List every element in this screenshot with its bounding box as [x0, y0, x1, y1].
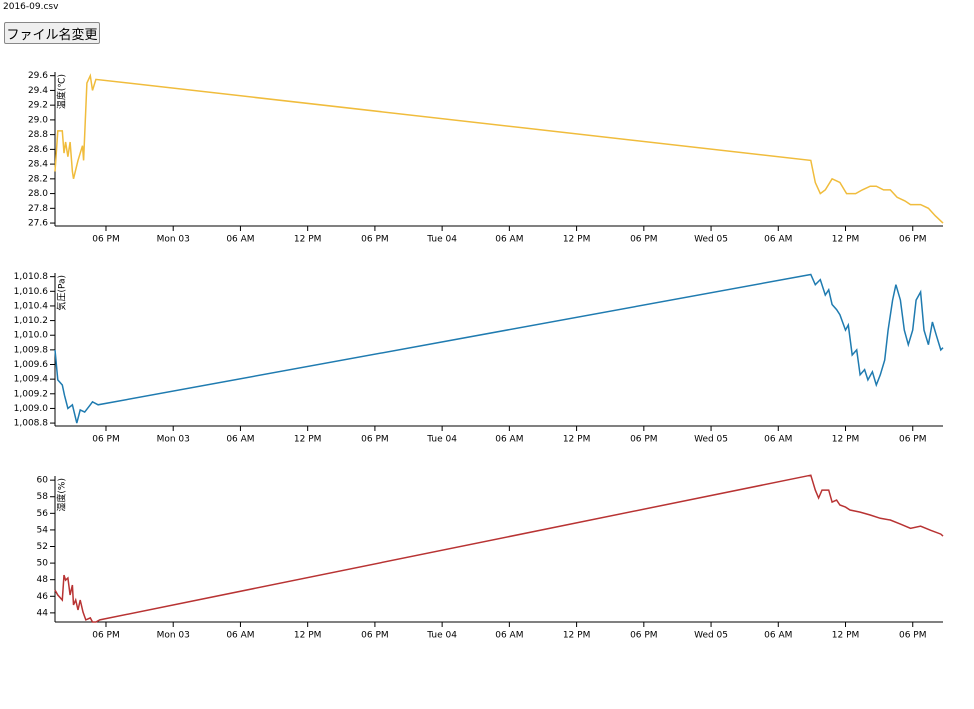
- x-tick-label: 06 PM: [361, 435, 389, 445]
- x-tick-label: 06 PM: [361, 235, 389, 245]
- x-tick-label: Wed 05: [694, 435, 728, 445]
- file-name: 2016-09.csv: [3, 2, 59, 12]
- x-tick-label: 12 PM: [832, 235, 860, 245]
- x-tick-label: Mon 03: [157, 435, 190, 445]
- y-tick-label: 28.4: [28, 160, 48, 170]
- y-tick-label: 56: [37, 509, 49, 519]
- x-tick-label: Tue 04: [426, 235, 457, 245]
- y-axis-label: 温度(℃): [56, 74, 68, 109]
- x-tick-label: Mon 03: [157, 235, 190, 245]
- y-tick-label: 28.8: [28, 130, 48, 140]
- y-tick-label: 1,009.6: [14, 360, 49, 370]
- y-tick-label: 1,009.0: [14, 404, 49, 414]
- y-tick-label: 29.2: [28, 101, 48, 111]
- y-tick-label: 50: [37, 559, 49, 569]
- y-tick-label: 28.0: [28, 189, 48, 199]
- x-tick-label: 06 AM: [495, 631, 523, 641]
- y-tick-label: 44: [37, 608, 49, 618]
- x-tick-label: 12 PM: [294, 235, 322, 245]
- x-tick-label: Tue 04: [426, 631, 457, 641]
- x-tick-label: 12 PM: [832, 631, 860, 641]
- x-tick-label: 12 PM: [563, 235, 591, 245]
- x-tick-label: 06 PM: [92, 631, 120, 641]
- x-tick-label: 12 PM: [294, 435, 322, 445]
- x-tick-label: 06 AM: [495, 235, 523, 245]
- y-tick-label: 1,009.8: [14, 345, 49, 355]
- x-tick-label: 06 AM: [495, 435, 523, 445]
- x-tick-label: 06 AM: [226, 235, 254, 245]
- y-tick-label: 1,010.0: [14, 331, 49, 341]
- x-tick-label: 12 PM: [563, 435, 591, 445]
- x-tick-label: 06 PM: [361, 631, 389, 641]
- y-axis-label: 気圧(Pa): [56, 275, 68, 311]
- data-line: [54, 474, 944, 623]
- y-tick-label: 1,010.4: [14, 301, 49, 311]
- y-axis-label: 湿度(%): [56, 478, 68, 512]
- x-tick-label: 06 PM: [630, 631, 658, 641]
- y-tick-label: 1,010.8: [14, 272, 49, 282]
- data-line: [54, 73, 944, 224]
- y-tick-label: 46: [37, 592, 49, 602]
- y-tick-label: 1,010.6: [14, 287, 49, 297]
- y-tick-label: 29.6: [28, 71, 48, 81]
- y-tick-label: 29.0: [28, 115, 48, 125]
- x-tick-label: 06 PM: [899, 235, 927, 245]
- x-tick-label: Tue 04: [426, 435, 457, 445]
- x-tick-label: 06 AM: [764, 435, 792, 445]
- y-tick-label: 1,009.4: [14, 375, 49, 385]
- y-tick-label: 48: [37, 575, 49, 585]
- y-tick-label: 28.2: [28, 174, 48, 184]
- y-tick-label: 1,010.2: [14, 316, 48, 326]
- y-tick-label: 1,009.2: [14, 389, 48, 399]
- x-tick-label: Mon 03: [157, 631, 190, 641]
- y-tick-label: 54: [37, 525, 49, 535]
- x-tick-label: 06 PM: [899, 631, 927, 641]
- data-line: [54, 273, 944, 424]
- x-tick-label: 06 PM: [899, 435, 927, 445]
- y-tick-label: 60: [37, 476, 49, 486]
- y-tick-label: 28.6: [28, 145, 48, 155]
- x-tick-label: 06 AM: [764, 631, 792, 641]
- y-tick-label: 27.6: [28, 219, 48, 229]
- y-tick-label: 58: [37, 492, 49, 502]
- y-tick-label: 52: [37, 542, 48, 552]
- x-tick-label: 06 PM: [92, 435, 120, 445]
- y-tick-label: 1,008.8: [14, 419, 49, 429]
- x-tick-label: 06 AM: [226, 435, 254, 445]
- y-tick-label: 27.8: [28, 204, 48, 214]
- x-tick-label: 06 AM: [226, 631, 254, 641]
- x-tick-label: 06 PM: [630, 235, 658, 245]
- x-tick-label: Wed 05: [694, 235, 728, 245]
- x-tick-label: 06 PM: [630, 435, 658, 445]
- x-tick-label: 06 PM: [92, 235, 120, 245]
- rename-button[interactable]: ファイル名変更: [4, 22, 100, 44]
- x-tick-label: 12 PM: [563, 631, 591, 641]
- x-tick-label: 06 AM: [764, 235, 792, 245]
- x-tick-label: Wed 05: [694, 631, 728, 641]
- x-tick-label: 12 PM: [832, 435, 860, 445]
- x-tick-label: 12 PM: [294, 631, 322, 641]
- y-tick-label: 29.4: [28, 86, 48, 96]
